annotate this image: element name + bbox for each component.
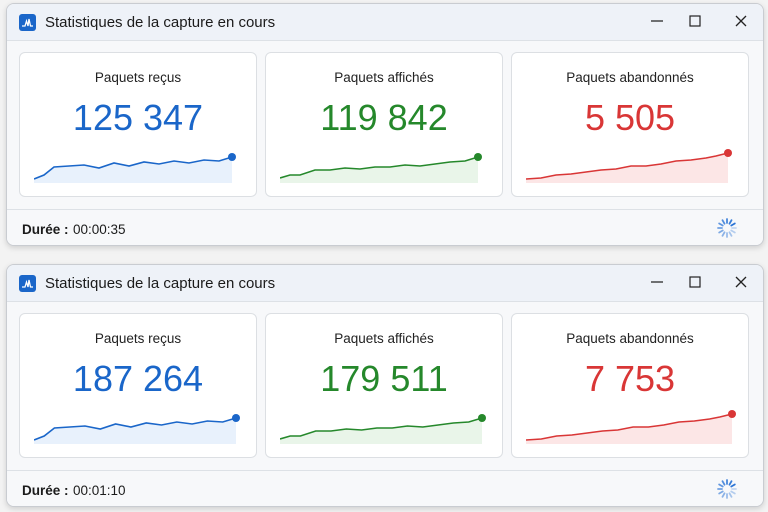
close-button[interactable]	[733, 274, 749, 290]
window: Statistiques de la capture en cours Paque…	[6, 264, 764, 507]
app-icon	[19, 275, 36, 292]
duration-time: 00:01:10	[73, 483, 126, 498]
sparkline	[526, 149, 732, 183]
stat-label: Paquets affichés	[334, 331, 434, 346]
sparkline	[34, 414, 240, 444]
title-bar: Statistiques de la capture en cours	[7, 4, 763, 41]
duration-label: Durée :	[22, 222, 69, 237]
sparkline	[526, 410, 736, 444]
maximize-button[interactable]	[687, 274, 703, 290]
stat-label: Paquets abandonnés	[566, 331, 694, 346]
stat-card: Paquets reçus 187 264	[19, 313, 257, 458]
spinner	[717, 218, 737, 238]
sparkline	[280, 153, 482, 183]
stat-card: Paquets affichés 179 511	[265, 313, 503, 458]
sparkline	[34, 153, 236, 183]
window: Statistiques de la capture en cours Paque…	[6, 3, 764, 246]
stat-label: Paquets reçus	[94, 331, 182, 346]
stat-value: 7 753	[584, 358, 676, 399]
stat-card: Paquets affichés 119 842	[265, 52, 503, 197]
stat-label: Paquets reçus	[94, 70, 182, 85]
app-icon	[19, 14, 36, 31]
stat-card: Paquets reçus 125 347	[19, 52, 257, 197]
stat-value: 125 347	[72, 97, 204, 138]
maximize-button[interactable]	[687, 13, 703, 29]
status-bar: Durée : 00:01:10	[7, 470, 763, 506]
title-bar: Statistiques de la capture en cours	[7, 265, 763, 302]
window-title: Statistiques de la capture en cours	[45, 14, 276, 31]
duration-time: 00:00:35	[73, 222, 126, 237]
stat-label: Paquets abandonnés	[566, 70, 694, 85]
stat-value: 119 842	[320, 97, 448, 138]
close-button[interactable]	[733, 13, 749, 29]
window-title: Statistiques de la capture en cours	[45, 275, 276, 292]
minimize-button[interactable]	[649, 13, 665, 29]
minimize-button[interactable]	[649, 274, 665, 290]
stat-label: Paquets affichés	[334, 70, 434, 85]
stat-value: 5 505	[584, 97, 676, 138]
stat-card: Paquets abandonnés 7 753	[511, 313, 749, 458]
stat-value: 179 511	[320, 358, 448, 399]
sparkline	[280, 414, 486, 444]
status-bar: Durée : 00:00:35	[7, 209, 763, 245]
stat-value: 187 264	[72, 358, 204, 399]
stat-card: Paquets abandonnés 5 505	[511, 52, 749, 197]
duration-label: Durée :	[22, 483, 69, 498]
spinner	[717, 479, 737, 499]
